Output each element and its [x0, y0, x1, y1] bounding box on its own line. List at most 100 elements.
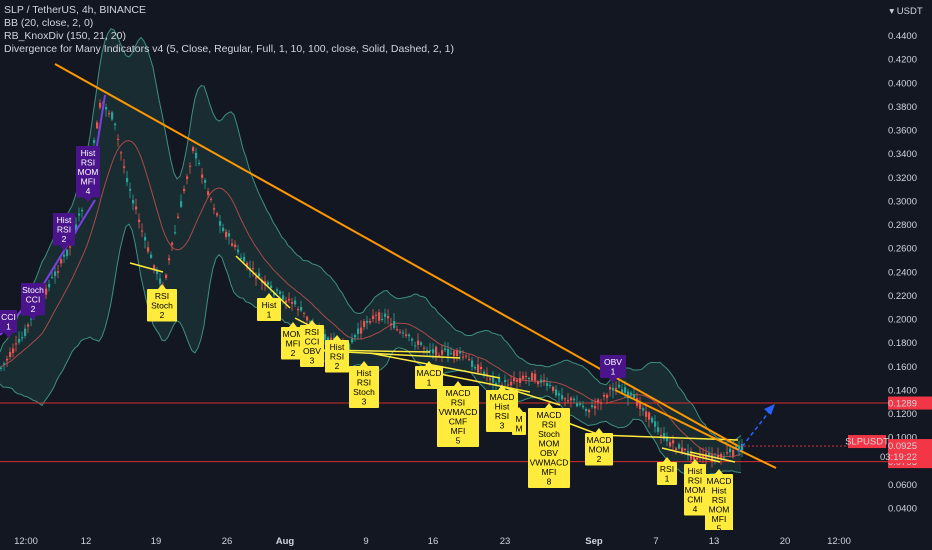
label-text: MOM: [589, 445, 610, 455]
bear-label-10[interactable]: MM: [512, 407, 526, 435]
candle-body: [450, 353, 453, 355]
candle-body: [480, 366, 483, 370]
price-tick-label: 0.1600: [888, 362, 917, 373]
candle-body: [435, 346, 438, 356]
candle-body: [168, 258, 171, 261]
candle-body: [687, 450, 690, 456]
candle-body: [528, 378, 531, 380]
symbol-title[interactable]: SLP / TetherUS, 4h, BINANCE: [4, 4, 147, 16]
price-tick-label: 0.0600: [888, 480, 917, 491]
candle-body: [171, 242, 174, 245]
label-box: [281, 327, 305, 360]
candle-body: [402, 332, 405, 334]
candle-body: [309, 321, 312, 323]
candle-body: [147, 247, 150, 252]
candle-body: [285, 300, 288, 303]
candle-body: [93, 139, 96, 144]
label-text: MFI: [451, 426, 466, 436]
label-text: Hist: [688, 466, 703, 476]
projection-line: [737, 407, 773, 453]
label-text: CMF: [449, 417, 467, 427]
candle-body: [12, 348, 15, 353]
candle-body: [252, 268, 255, 270]
candle-body: [120, 152, 123, 154]
bear-divergence-line: [689, 451, 736, 463]
candle-body: [255, 277, 258, 279]
time-axis: 12:00 12 19 26 Aug 9 16 23 Sep 7 13 20 12:00: [0, 530, 888, 550]
label-text: RSI: [357, 378, 371, 388]
candle-body: [96, 122, 99, 129]
candle-body: [642, 408, 645, 411]
candle-body: [204, 179, 207, 183]
candle-body: [0, 367, 3, 369]
candle-body: [369, 320, 372, 323]
candle-body: [357, 328, 360, 334]
label-box: [53, 213, 75, 246]
candle-body: [381, 318, 384, 320]
price-tick-label: 0.1800: [888, 338, 917, 349]
candle-body: [150, 254, 153, 258]
candle-body: [117, 138, 120, 140]
label-box: [528, 408, 570, 488]
label-text: 8: [547, 477, 552, 487]
candle-body: [201, 174, 204, 178]
candle-body: [306, 316, 309, 321]
resistance-price-tag-bg: [888, 396, 932, 410]
label-text: M: [515, 424, 522, 434]
candle-body: [663, 433, 666, 440]
label-text: Hist: [712, 486, 727, 496]
candle-body: [639, 403, 642, 409]
label-text: Stoch: [22, 285, 44, 295]
candle-body: [198, 162, 201, 164]
candle-body: [123, 166, 126, 168]
candle-body: [105, 107, 108, 110]
label-box: [147, 289, 177, 322]
price-tick-label: 0.3000: [888, 196, 917, 207]
bear-divergence-line: [499, 385, 561, 406]
candle-body: [384, 313, 387, 317]
indicator-bb[interactable]: BB (20, close, 2, 0): [4, 17, 94, 29]
candle-body: [348, 343, 351, 350]
label-text: 3: [362, 397, 367, 407]
indicator-knoxdiv[interactable]: RB_KnoxDiv (150, 21, 20): [4, 30, 126, 42]
label-text: RSI: [688, 476, 702, 486]
label-text: CCI: [1, 312, 16, 322]
label-text: MACD: [536, 410, 561, 420]
label-pointer: [545, 403, 553, 408]
indicator-divergence[interactable]: Divergence for Many Indicators v4 (5, Cl…: [4, 43, 454, 55]
candle-body: [180, 201, 183, 207]
candle-body: [186, 176, 189, 179]
trendline-main: [54, 63, 739, 447]
candle-body: [267, 282, 270, 285]
label-text: RSI: [495, 411, 509, 421]
label-pointer: [265, 293, 273, 298]
candle-body: [360, 327, 363, 334]
label-pointer: [691, 459, 699, 464]
price-axis-currency: ▾ USDT: [889, 6, 922, 17]
candle-body: [243, 256, 246, 262]
candle-body: [660, 434, 663, 437]
candle-body: [471, 360, 474, 367]
candle-body: [78, 213, 81, 216]
